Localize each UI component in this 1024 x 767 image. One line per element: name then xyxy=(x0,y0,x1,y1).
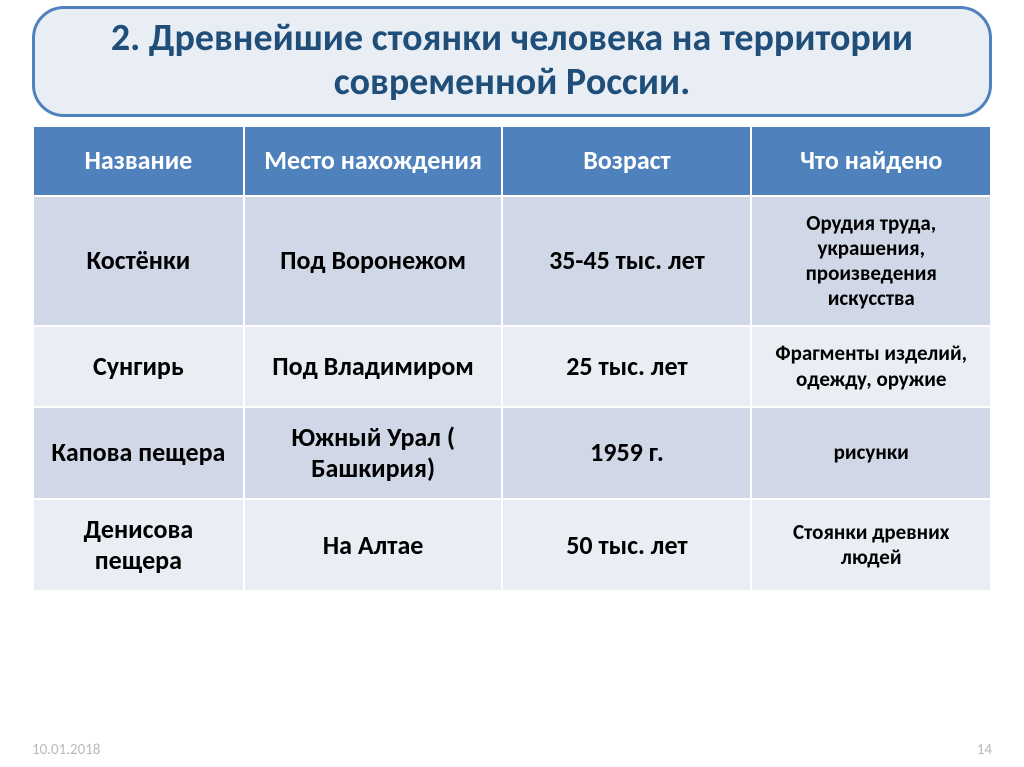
title-container: 2. Древнейшие стоянки человека на террит… xyxy=(32,6,992,117)
footer: 10.01.2018 14 xyxy=(32,741,992,759)
cell-age: 50 тыс. лет xyxy=(502,499,751,591)
cell-name: Костёнки xyxy=(33,196,244,327)
footer-page: 14 xyxy=(977,741,992,759)
table-row: Сунгирь Под Владимиром 25 тыс. лет Фрагм… xyxy=(33,326,991,406)
table-header-row: Название Место нахождения Возраст Что на… xyxy=(33,126,991,195)
col-found: Что найдено xyxy=(751,126,991,195)
cell-found: Орудия труда, украшения, произведения ис… xyxy=(751,196,991,327)
page-title: 2. Древнейшие стоянки человека на террит… xyxy=(53,17,971,104)
cell-found: Стоянки древних людей xyxy=(751,499,991,591)
slide: 2. Древнейшие стоянки человека на террит… xyxy=(0,0,1024,767)
cell-age: 35-45 тыс. лет xyxy=(502,196,751,327)
col-age: Возраст xyxy=(502,126,751,195)
cell-found: рисунки xyxy=(751,407,991,499)
cell-name: Сунгирь xyxy=(33,326,244,406)
table-row: Костёнки Под Воронежом 35-45 тыс. лет Ор… xyxy=(33,196,991,327)
cell-place: Под Владимиром xyxy=(244,326,503,406)
cell-place: На Алтае xyxy=(244,499,503,591)
col-place: Место нахождения xyxy=(244,126,503,195)
cell-age: 25 тыс. лет xyxy=(502,326,751,406)
cell-place: Под Воронежом xyxy=(244,196,503,327)
table-row: Капова пещера Южный Урал ( Башкирия) 195… xyxy=(33,407,991,499)
table-row: Денисова пещера На Алтае 50 тыс. лет Сто… xyxy=(33,499,991,591)
cell-found: Фрагменты изделий, одежду, оружие xyxy=(751,326,991,406)
cell-age: 1959 г. xyxy=(502,407,751,499)
sites-table: Название Место нахождения Возраст Что на… xyxy=(32,125,992,592)
cell-name: Капова пещера xyxy=(33,407,244,499)
col-name: Название xyxy=(33,126,244,195)
cell-name: Денисова пещера xyxy=(33,499,244,591)
cell-place: Южный Урал ( Башкирия) xyxy=(244,407,503,499)
footer-date: 10.01.2018 xyxy=(32,741,100,759)
